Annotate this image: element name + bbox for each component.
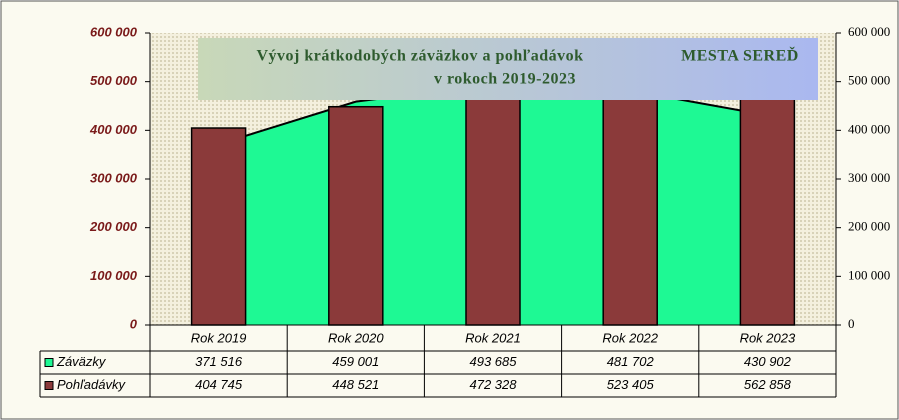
chart-title: v rokoch 2019-2023	[434, 71, 576, 88]
x-tick-label: Rok 2022	[602, 330, 658, 345]
table-value: 448 521	[332, 377, 379, 392]
legend-label: Pohľadávky	[57, 377, 126, 392]
y-tick-label: 200 000	[89, 219, 138, 234]
chart-title: MESTA SEREĎ	[681, 46, 799, 65]
legend-key	[44, 358, 54, 367]
y2-tick-label: 600 000	[848, 24, 890, 39]
y2-tick-label: 200 000	[848, 219, 890, 234]
bar	[602, 69, 658, 326]
x-tick-label: Rok 2020	[328, 330, 384, 345]
y-tick-label: 400 000	[89, 122, 138, 137]
y-tick-label: 0	[130, 316, 138, 331]
y-tick-label: 300 000	[90, 170, 138, 185]
y2-tick-label: 100 000	[848, 267, 890, 282]
table-value: 472 328	[470, 377, 518, 392]
table-value: 404 745	[195, 377, 243, 392]
legend-key	[44, 381, 54, 390]
y-tick-label: 600 000	[90, 24, 138, 39]
table-value: 493 685	[470, 354, 518, 369]
x-tick-label: Rok 2021	[465, 330, 521, 345]
bar	[190, 127, 247, 326]
y2-tick-label: 300 000	[848, 170, 890, 185]
table-value: 371 516	[195, 354, 243, 369]
chart-title: Vývoj krátkodobých záväzkov a pohľadávok	[256, 48, 583, 65]
y2-tick-label: 500 000	[848, 73, 890, 88]
table-value: 523 405	[607, 377, 655, 392]
y-tick-label: 100 000	[90, 268, 138, 283]
y2-tick-label: 0	[848, 316, 855, 331]
x-tick-label: Rok 2023	[740, 330, 796, 345]
table-value: 481 702	[607, 354, 655, 369]
y-tick-label: 500 000	[90, 73, 138, 88]
table-value: 562 858	[744, 377, 792, 392]
title-box	[198, 38, 818, 100]
bar	[465, 94, 521, 326]
table-value: 459 001	[332, 354, 379, 369]
bar	[328, 105, 384, 326]
y2-tick-label: 400 000	[848, 121, 890, 136]
table-value: 430 902	[744, 354, 792, 369]
legend-label: Záväzky	[56, 354, 107, 369]
x-tick-label: Rok 2019	[191, 330, 247, 345]
